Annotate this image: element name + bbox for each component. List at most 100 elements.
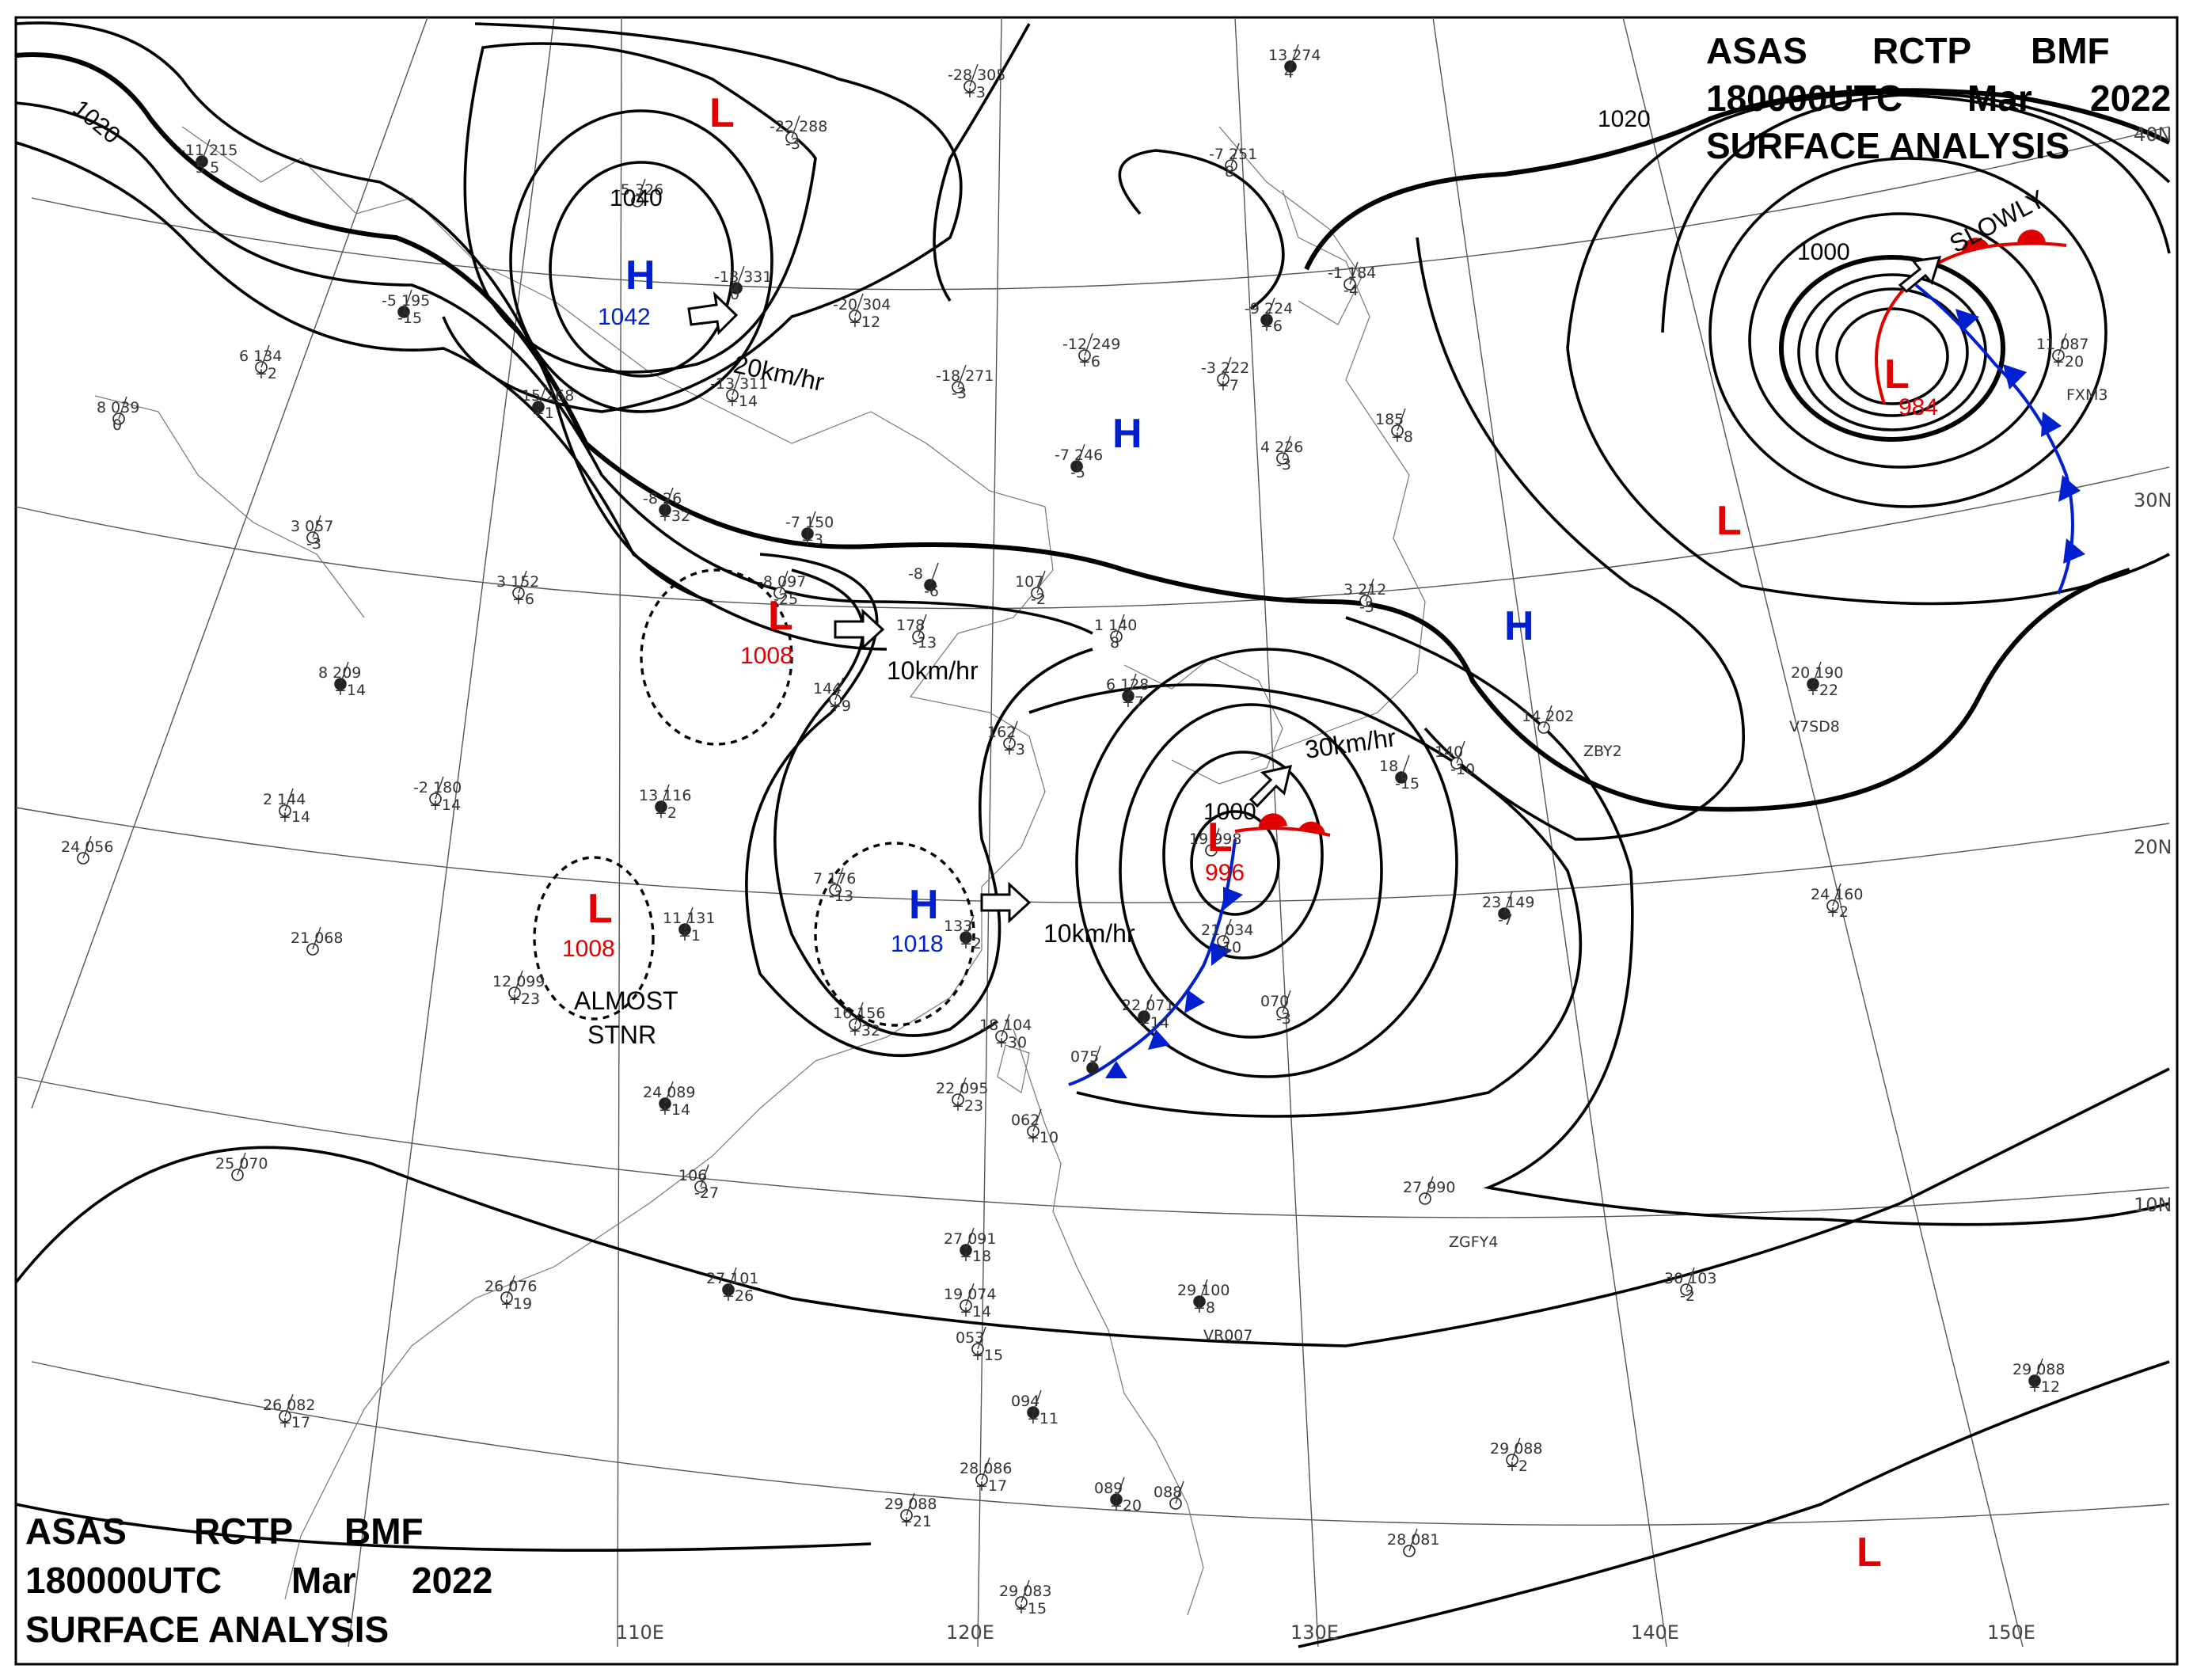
isobar-1016-sc (773, 568, 1093, 1037)
chart-header-top: ASAS RCTP BMF 180000UTC Mar 2022 SURFACE… (1706, 30, 2171, 166)
wind-barb-icon (1222, 356, 1232, 380)
wind-barb-icon (284, 1393, 294, 1417)
station-value: -15 (1395, 775, 1420, 792)
wind-barb-icon (791, 115, 800, 139)
taiwan-coast (997, 1044, 1030, 1093)
station-value: 3 152 (496, 573, 539, 591)
station-value: +14 (279, 808, 310, 826)
wind-barb-icon (1020, 1579, 1030, 1603)
station-value: +1 (532, 405, 554, 422)
station-value: 8 (1225, 163, 1234, 181)
station-value: 5 5 (196, 159, 219, 177)
wind-barb-icon (957, 364, 967, 388)
header-station: ASAS (25, 1511, 127, 1552)
station-plot: 30 103-2 (1664, 1267, 1716, 1305)
header-station: ASAS (1706, 30, 1807, 71)
latitude-label: 40N (2134, 124, 2172, 146)
isobar-1016-ne (1566, 91, 2171, 606)
station-value: 19 074 (944, 1286, 996, 1303)
station-value: +1 (678, 927, 701, 945)
station-value: -5 326 (615, 181, 663, 199)
station-value: -13 (829, 888, 853, 905)
wind-barb-icon (1032, 1108, 1042, 1132)
station-value: +32 (849, 1022, 880, 1040)
station-value: -7 251 (1209, 146, 1257, 163)
station-plot: 6 128+7 (1106, 673, 1149, 711)
longitude-label: 150E (1987, 1621, 2035, 1644)
station-value: +6 (512, 591, 534, 608)
station-value: +18 (960, 1248, 991, 1265)
wind-barb-icon (977, 1326, 986, 1350)
station-value: 11 087 (2036, 336, 2088, 353)
station-value: +17 (975, 1477, 1007, 1495)
station-value: -25 (773, 591, 798, 608)
wind-barb-icon (1456, 740, 1465, 764)
station-value: -28 305 (948, 67, 1005, 84)
wind-barb-icon (1401, 754, 1410, 778)
station-value: 106 (678, 1167, 707, 1184)
station-plot: 27 101+26 (706, 1267, 758, 1305)
station-value: +21 (900, 1513, 932, 1530)
station-value: 6 134 (239, 348, 282, 365)
station-value: +3 (801, 531, 823, 549)
station-value: 18 104 (979, 1017, 1032, 1034)
header-station: RCTP (194, 1511, 293, 1552)
wind-barb-icon (969, 63, 979, 87)
station-value: +8 (1391, 428, 1413, 446)
meridian-140e (1432, 17, 1667, 1648)
wind-barb-icon (834, 677, 844, 701)
station-plot: 22 095+23 (936, 1077, 988, 1115)
station-value: 8 039 (97, 399, 139, 416)
station-value: -7 (1498, 911, 1513, 929)
station-value: 144 (813, 680, 842, 697)
station-value: 29 083 (999, 1583, 1051, 1600)
pressure-centers: L H 1042 H L 984 L H L 1008 L 1008 H 101… (562, 90, 1938, 1575)
station-value: +10 (1027, 1129, 1058, 1146)
wind-barb-icon (1812, 661, 1822, 685)
station-value: -8 097 (758, 573, 806, 591)
station-value: 28 086 (960, 1460, 1012, 1477)
station-plot: 29 100+8 (1177, 1279, 1230, 1317)
header-time: 180000UTC (25, 1560, 222, 1601)
station-value: 140 (1435, 743, 1463, 761)
cold-front-ec-triangle (1211, 942, 1232, 966)
station-value: -7 246 (1055, 447, 1103, 464)
wind-barb-icon (965, 1283, 975, 1306)
station-plot: 162+3 (987, 720, 1025, 758)
station-plot: 075 (1070, 1045, 1101, 1074)
station-value: +9 (829, 697, 851, 715)
station-value: -7 150 (785, 514, 834, 531)
station-plot: 089+20 (1094, 1477, 1142, 1515)
station-plot: 27 091+18 (944, 1227, 996, 1265)
low-center-symbol: L (1716, 498, 1742, 544)
isobars (14, 21, 2171, 1648)
station-value: +14 (334, 682, 366, 699)
isobar-1004-ne (1748, 212, 2052, 469)
station-value: 29 088 (884, 1496, 937, 1513)
cold-front-ne-triangle (2003, 364, 2027, 390)
header-month: Mar (1967, 78, 2032, 119)
wind-barb-icon (1503, 891, 1513, 914)
station-value: 25 070 (215, 1155, 268, 1173)
longitude-label: 130E (1290, 1621, 1339, 1644)
header-title: SURFACE ANALYSIS (1706, 125, 2069, 166)
station-plot: 24 089+14 (643, 1081, 695, 1119)
wind-barb-icon (684, 907, 694, 930)
wind-barb-icon (1511, 1437, 1521, 1461)
station-value: +2 (1826, 903, 1849, 921)
station-plot: -7 246-5 (1055, 443, 1103, 481)
wind-barb-icon (1036, 570, 1046, 594)
station-value: 21 034 (1201, 922, 1253, 939)
fronts (1068, 230, 2085, 1086)
cold-front-ec-triangle (1184, 990, 1205, 1013)
parallel-0n (31, 1361, 2170, 1526)
wind-barb-icon (1543, 705, 1553, 728)
wind-barb-icon (735, 265, 745, 289)
isobar-996-ec (1190, 810, 1280, 916)
wind-barb-icon (312, 926, 321, 950)
wind-barb-icon (732, 372, 741, 396)
station-value: 22 071 (1122, 997, 1174, 1014)
